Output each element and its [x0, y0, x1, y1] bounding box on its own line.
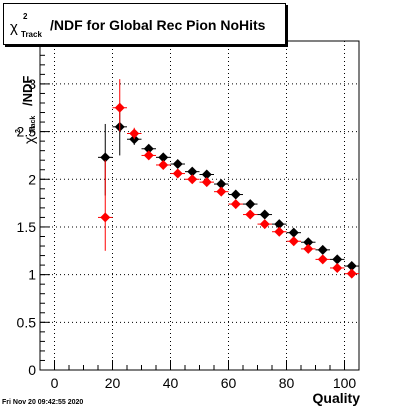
title-text: /NDF for Global Rec Pion NoHits [50, 17, 266, 33]
data-point [346, 268, 357, 279]
y-label-text: /NDF [20, 75, 35, 106]
y-tick-label: 0 [28, 362, 36, 378]
y-tick-label: 1.5 [17, 219, 37, 235]
data-point [259, 219, 270, 230]
x-tick-label: 100 [333, 375, 357, 391]
data-point [288, 227, 299, 238]
chart-title: χ 2 Track /NDF for Global Rec Pion NoHit… [3, 3, 286, 45]
data-point [143, 150, 154, 161]
data-point [317, 244, 328, 255]
timestamp-footer: Fri Nov 20 09:42:55 2020 [2, 399, 84, 406]
data-point [274, 219, 285, 230]
data-point [201, 169, 212, 180]
x-tick-label: 60 [221, 375, 237, 391]
x-axis-label: Quality [312, 390, 360, 406]
x-tick-label: 20 [105, 375, 121, 391]
data-point [274, 226, 285, 237]
y-tick-label: 2.5 [17, 124, 37, 140]
data-point [245, 209, 256, 220]
data-point [114, 102, 125, 113]
data-point [187, 166, 198, 177]
grid-lines [40, 41, 359, 371]
y-tick-label: 2 [28, 171, 36, 187]
data-point [259, 209, 270, 220]
y-tick-label: 1 [28, 267, 36, 283]
y-label-superscript: 2 [15, 129, 22, 133]
data-point [346, 261, 357, 272]
data-point [216, 179, 227, 190]
y-label-subscript: Track [30, 115, 37, 134]
y-tick-label: 3 [28, 76, 36, 92]
data-point [201, 177, 212, 188]
data-marks [98, 79, 359, 279]
data-point [332, 262, 343, 273]
data-point [143, 143, 154, 154]
data-point [332, 254, 343, 265]
data-point [158, 159, 169, 170]
x-tick-label: 80 [279, 375, 295, 391]
series-1 [98, 102, 359, 272]
data-point [245, 199, 256, 210]
data-point [100, 152, 111, 163]
data-point [303, 243, 314, 254]
data-point [172, 168, 183, 179]
title-superscript: 2 [23, 12, 28, 21]
data-point [216, 186, 227, 197]
data-point [317, 254, 328, 265]
x-tick-label: 0 [51, 375, 59, 391]
data-point [172, 159, 183, 170]
data-point [158, 152, 169, 163]
y-label-chi-symbol: χ [21, 136, 37, 144]
data-point [100, 212, 111, 223]
y-axis-label: χ 2 Track /NDF [15, 36, 40, 146]
data-point [187, 174, 198, 185]
data-point [230, 199, 241, 210]
x-tick-label: 40 [163, 375, 179, 391]
data-point [129, 128, 140, 139]
title-subscript: Track [21, 30, 42, 39]
plot-frame [39, 40, 360, 371]
data-point [230, 189, 241, 200]
data-point [288, 236, 299, 247]
y-tick-label: 0.5 [17, 314, 37, 330]
data-point [303, 237, 314, 248]
title-chi-symbol: χ [10, 19, 18, 36]
series-2 [98, 79, 359, 279]
